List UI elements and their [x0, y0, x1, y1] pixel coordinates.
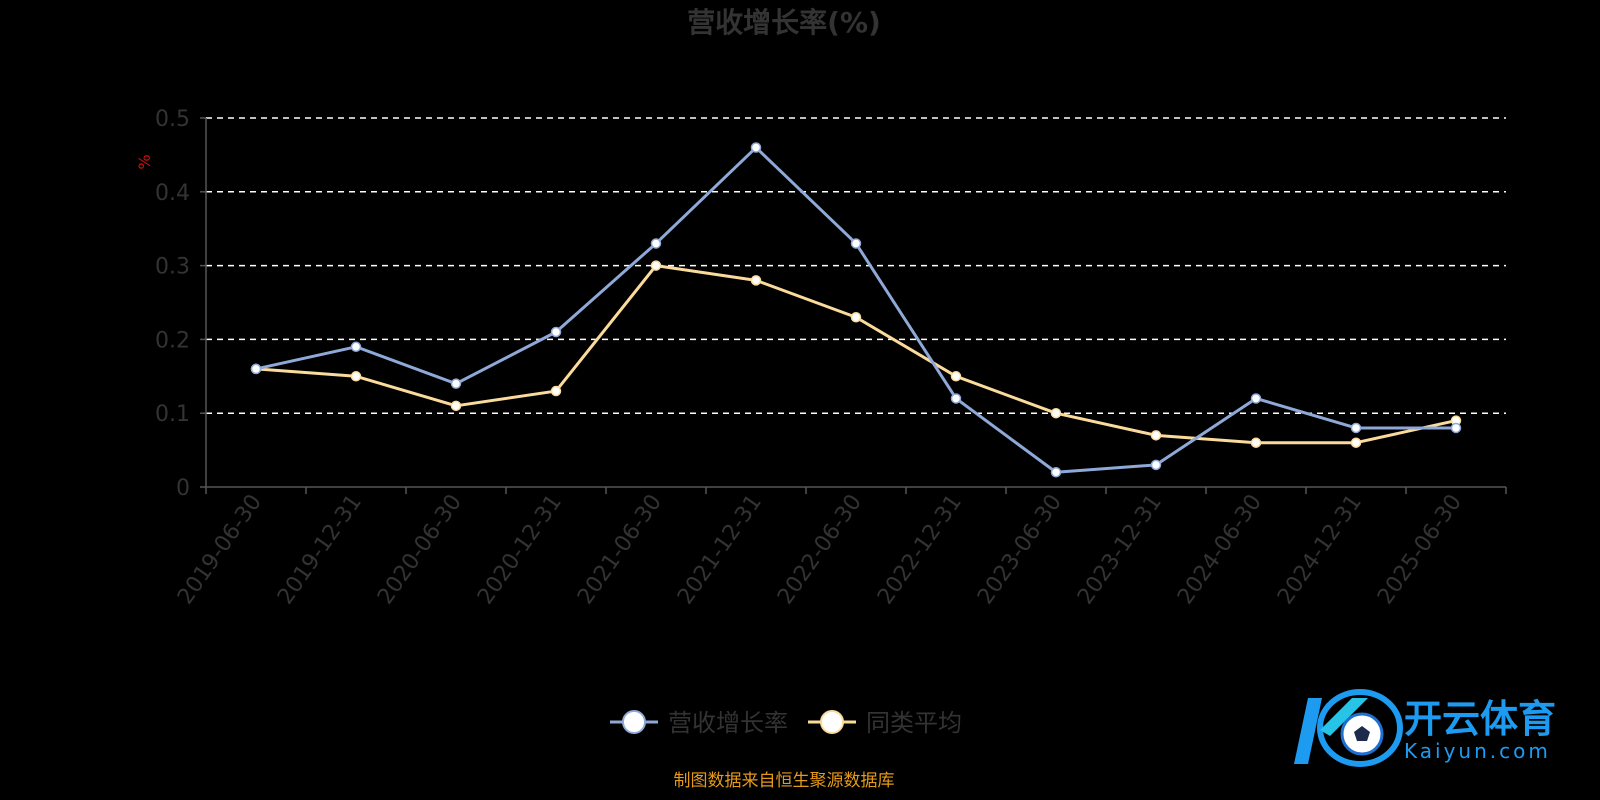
x-tick-label: 2020-12-31	[473, 490, 567, 609]
data-point[interactable]	[1050, 466, 1062, 478]
x-tick-label: 2019-06-30	[173, 490, 267, 609]
x-tick-label: 2020-06-30	[373, 490, 467, 609]
legend: 营收增长率 同类平均	[610, 709, 962, 737]
y-tick-label: 0.4	[155, 181, 190, 206]
logo-name-en: Kaiyun.com	[1404, 739, 1551, 763]
legend-label[interactable]: 同类平均	[866, 709, 962, 737]
data-point[interactable]	[1150, 459, 1162, 471]
logo-name-cn: 开云体育	[1404, 697, 1556, 741]
y-tick-label: 0.3	[155, 255, 190, 280]
y-tick-label: 0.5	[155, 107, 190, 132]
legend-label[interactable]: 营收增长率	[668, 709, 788, 737]
data-point[interactable]	[550, 326, 562, 338]
series-lines	[250, 142, 1462, 478]
data-point[interactable]	[650, 238, 662, 249]
x-tick-label: 2023-12-31	[1073, 490, 1167, 609]
x-tick-label: 2022-12-31	[873, 490, 967, 609]
logo-mark	[1294, 689, 1403, 767]
x-tick-label: 2019-12-31	[273, 490, 367, 609]
x-tick-label: 2023-06-30	[973, 490, 1067, 609]
data-point[interactable]	[850, 238, 862, 249]
y-tick-label: 0.1	[155, 402, 190, 427]
x-tick-label: 2024-12-31	[1273, 490, 1367, 609]
data-point[interactable]	[1450, 422, 1462, 434]
series-line	[255, 146, 1456, 474]
data-point[interactable]	[350, 341, 362, 353]
axes	[200, 117, 1507, 494]
data-point[interactable]	[1250, 437, 1262, 448]
data-point[interactable]	[250, 363, 262, 375]
x-tick-labels: 2019-06-30 2019-12-31 2020-06-30 2020-12-31…	[173, 490, 1467, 609]
legend-marker[interactable]	[622, 710, 646, 734]
legend-marker[interactable]	[820, 710, 844, 734]
data-source-note: 制图数据来自恒生聚源数据库	[674, 771, 895, 791]
y-tick-label: 0	[176, 476, 190, 501]
x-tick-label: 2021-12-31	[673, 490, 767, 609]
data-point[interactable]	[550, 385, 562, 397]
data-point[interactable]	[1050, 407, 1062, 419]
y-tick-labels: 0 0.1 0.2 0.3 0.4 0.5	[155, 107, 190, 501]
chart-title: 营收增长率(%)	[687, 6, 881, 39]
data-point[interactable]	[850, 312, 862, 323]
data-point[interactable]	[450, 400, 462, 412]
data-point[interactable]	[750, 275, 762, 286]
y-tick-label: 0.2	[155, 328, 190, 353]
y-axis-unit-label: %	[135, 154, 154, 169]
data-point[interactable]	[650, 260, 662, 271]
data-point[interactable]	[750, 142, 762, 153]
x-tick-label: 2025-06-30	[1373, 490, 1467, 609]
kaiyun-logo: 开云体育 Kaiyun.com	[1294, 689, 1556, 767]
x-tick-label: 2021-06-30	[573, 490, 667, 609]
data-point[interactable]	[450, 378, 462, 389]
x-tick-label: 2024-06-30	[1173, 490, 1267, 609]
data-point[interactable]	[1150, 430, 1162, 441]
series-line	[255, 264, 1457, 445]
data-point[interactable]	[950, 393, 962, 404]
x-tick-label: 2022-06-30	[773, 490, 867, 609]
data-point[interactable]	[1250, 393, 1262, 404]
data-point[interactable]	[1350, 422, 1362, 434]
grid-lines	[206, 117, 1506, 414]
data-point[interactable]	[350, 371, 362, 382]
data-point[interactable]	[950, 371, 962, 382]
data-point[interactable]	[1350, 437, 1362, 448]
